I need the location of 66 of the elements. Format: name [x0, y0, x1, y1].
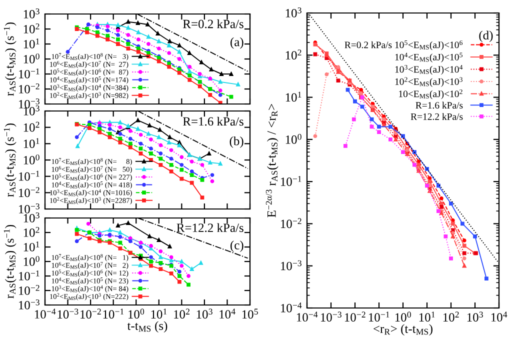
- legend-label: R=0.2 kPa/s 10$^{5}$<E$_{MS}$(aJ)<10$^{6}$: [344, 40, 463, 50]
- annotation: (a): [230, 37, 244, 49]
- annotation: (d): [479, 30, 493, 42]
- legend-label: 10$^{3}$<E$_{MS}$(aJ)<10$^{4}$: [395, 64, 463, 75]
- legend-label: 10<E$_{MS}$(aJ)<10$^{2}$: [399, 89, 462, 100]
- y-axis-title: r$_{AS}$(t-t$_{MS}$) (s$^{−1}$): [4, 123, 16, 197]
- annotation: (b): [230, 136, 244, 148]
- x-axis-title: <r$_{R}$> (t-t$_{MS}$): [374, 324, 432, 336]
- legend-label: 10$^{4}$<E$_{MS}$(aJ)<10$^{5}$: [395, 52, 462, 62]
- x-tick-label: 10$^{−3}$: [58, 308, 78, 319]
- x-tick-label: 10$^{2}$: [443, 312, 459, 322]
- y-tick-label: 10$^{−1}$: [18, 68, 40, 78]
- x-tick-label: 10$^{3}$: [196, 308, 212, 319]
- y-tick-label: 10$^{0}$: [24, 154, 40, 164]
- y-tick-label: 10$^{0}$: [286, 134, 302, 144]
- y-tick-label: 10$^{−4}$: [280, 302, 302, 312]
- y-tick-label: 10$^{−1}$: [18, 270, 40, 280]
- y-tick-label: 10$^{2}$: [24, 226, 40, 237]
- text: E$^{−2α/3}$ r$_{AS}$(t-t$_{MS}$) / <r$_{R}$>: [266, 104, 278, 218]
- y-tick-label: 10$^{1}$: [24, 38, 40, 48]
- legend-label: R=1.6 kPa/s: [416, 102, 463, 109]
- y-tick-label: 10$^{−1}$: [280, 176, 302, 186]
- y-tick-label: 10$^{0}$: [24, 53, 40, 64]
- x-tick-label: 10$^{1}$: [419, 312, 435, 322]
- y-tick-label: 10$^{1}$: [286, 92, 302, 102]
- x-tick-label: 10$^{4}$: [491, 312, 508, 322]
- x-axis-title: t-t$_{MS}$ (s): [127, 321, 168, 333]
- y-tick-label: 10$^{−2}$: [18, 284, 40, 295]
- y-tick-label: 10$^{1}$: [24, 138, 40, 148]
- y-tick-label: 10$^{3}$: [286, 7, 302, 18]
- y-tick-label: 10$^{1}$: [24, 241, 40, 252]
- y-axis-title: r$_{AS}$(t-t$_{MS}$) (s$^{−1}$): [4, 224, 16, 298]
- x-tick-label: 10$^{0}$: [128, 308, 144, 319]
- x-tick-label: 10$^{−4}$: [296, 312, 318, 322]
- legend-label: R=12.2 kPa/s: [410, 113, 463, 120]
- annotation: R=12.2 kPa/s: [176, 223, 244, 232]
- y-tick-label: 10$^{3}$: [24, 212, 40, 222]
- annotation: R=0.2 kPa/s: [182, 19, 244, 28]
- x-tick-label: 10$^{2}$: [174, 308, 190, 319]
- x-tick-label: 10$^{1}$: [151, 308, 167, 319]
- x-tick-label: 10$^{5}$: [242, 308, 258, 319]
- y-tick-label: 10$^{−3}$: [18, 299, 40, 310]
- x-tick-label: 10$^{−1}$: [103, 308, 124, 319]
- x-tick-label: 10$^{0}$: [395, 312, 411, 322]
- y-tick-label: 10$^{2}$: [24, 122, 40, 132]
- y-tick-label: 10$^{−1}$: [18, 170, 40, 181]
- y-tick-label: 10$^{3}$: [24, 8, 40, 18]
- x-tick-label: 10$^{4}$: [220, 308, 236, 319]
- y-tick-label: 10$^{−2}$: [18, 83, 40, 94]
- y-tick-label: 10$^{0}$: [24, 256, 40, 266]
- y-axis-title: r$_{AS}$(t-t$_{MS}$) (s$^{−1}$): [4, 22, 16, 96]
- y-tick-label: 10$^{−2}$: [18, 187, 40, 198]
- x-tick-label: 10$^{3}$: [467, 312, 483, 322]
- y-tick-label: 10$^{2}$: [286, 50, 302, 60]
- x-tick-label: 10$^{−3}$: [320, 312, 342, 322]
- x-tick-label: 10$^{−2}$: [344, 312, 366, 322]
- x-tick-label: 10$^{−2}$: [80, 308, 101, 319]
- legend-label: 10$^{2}$<E$_{MS}$(aJ)<10$^{3}$: [395, 77, 462, 87]
- x-tick-label: 10$^{−1}$: [368, 312, 390, 322]
- annotation: R=1.6 kPa/s: [182, 116, 244, 126]
- x-tick-label: 10$^{−4}$: [34, 308, 56, 319]
- annotation: (c): [230, 240, 244, 252]
- y-tick-label: 10$^{−2}$: [280, 218, 302, 228]
- y-tick-label: 10$^{2}$: [24, 23, 40, 34]
- y-tick-label: 10$^{−3}$: [280, 260, 302, 270]
- y-tick-label: 10$^{−3}$: [18, 203, 40, 214]
